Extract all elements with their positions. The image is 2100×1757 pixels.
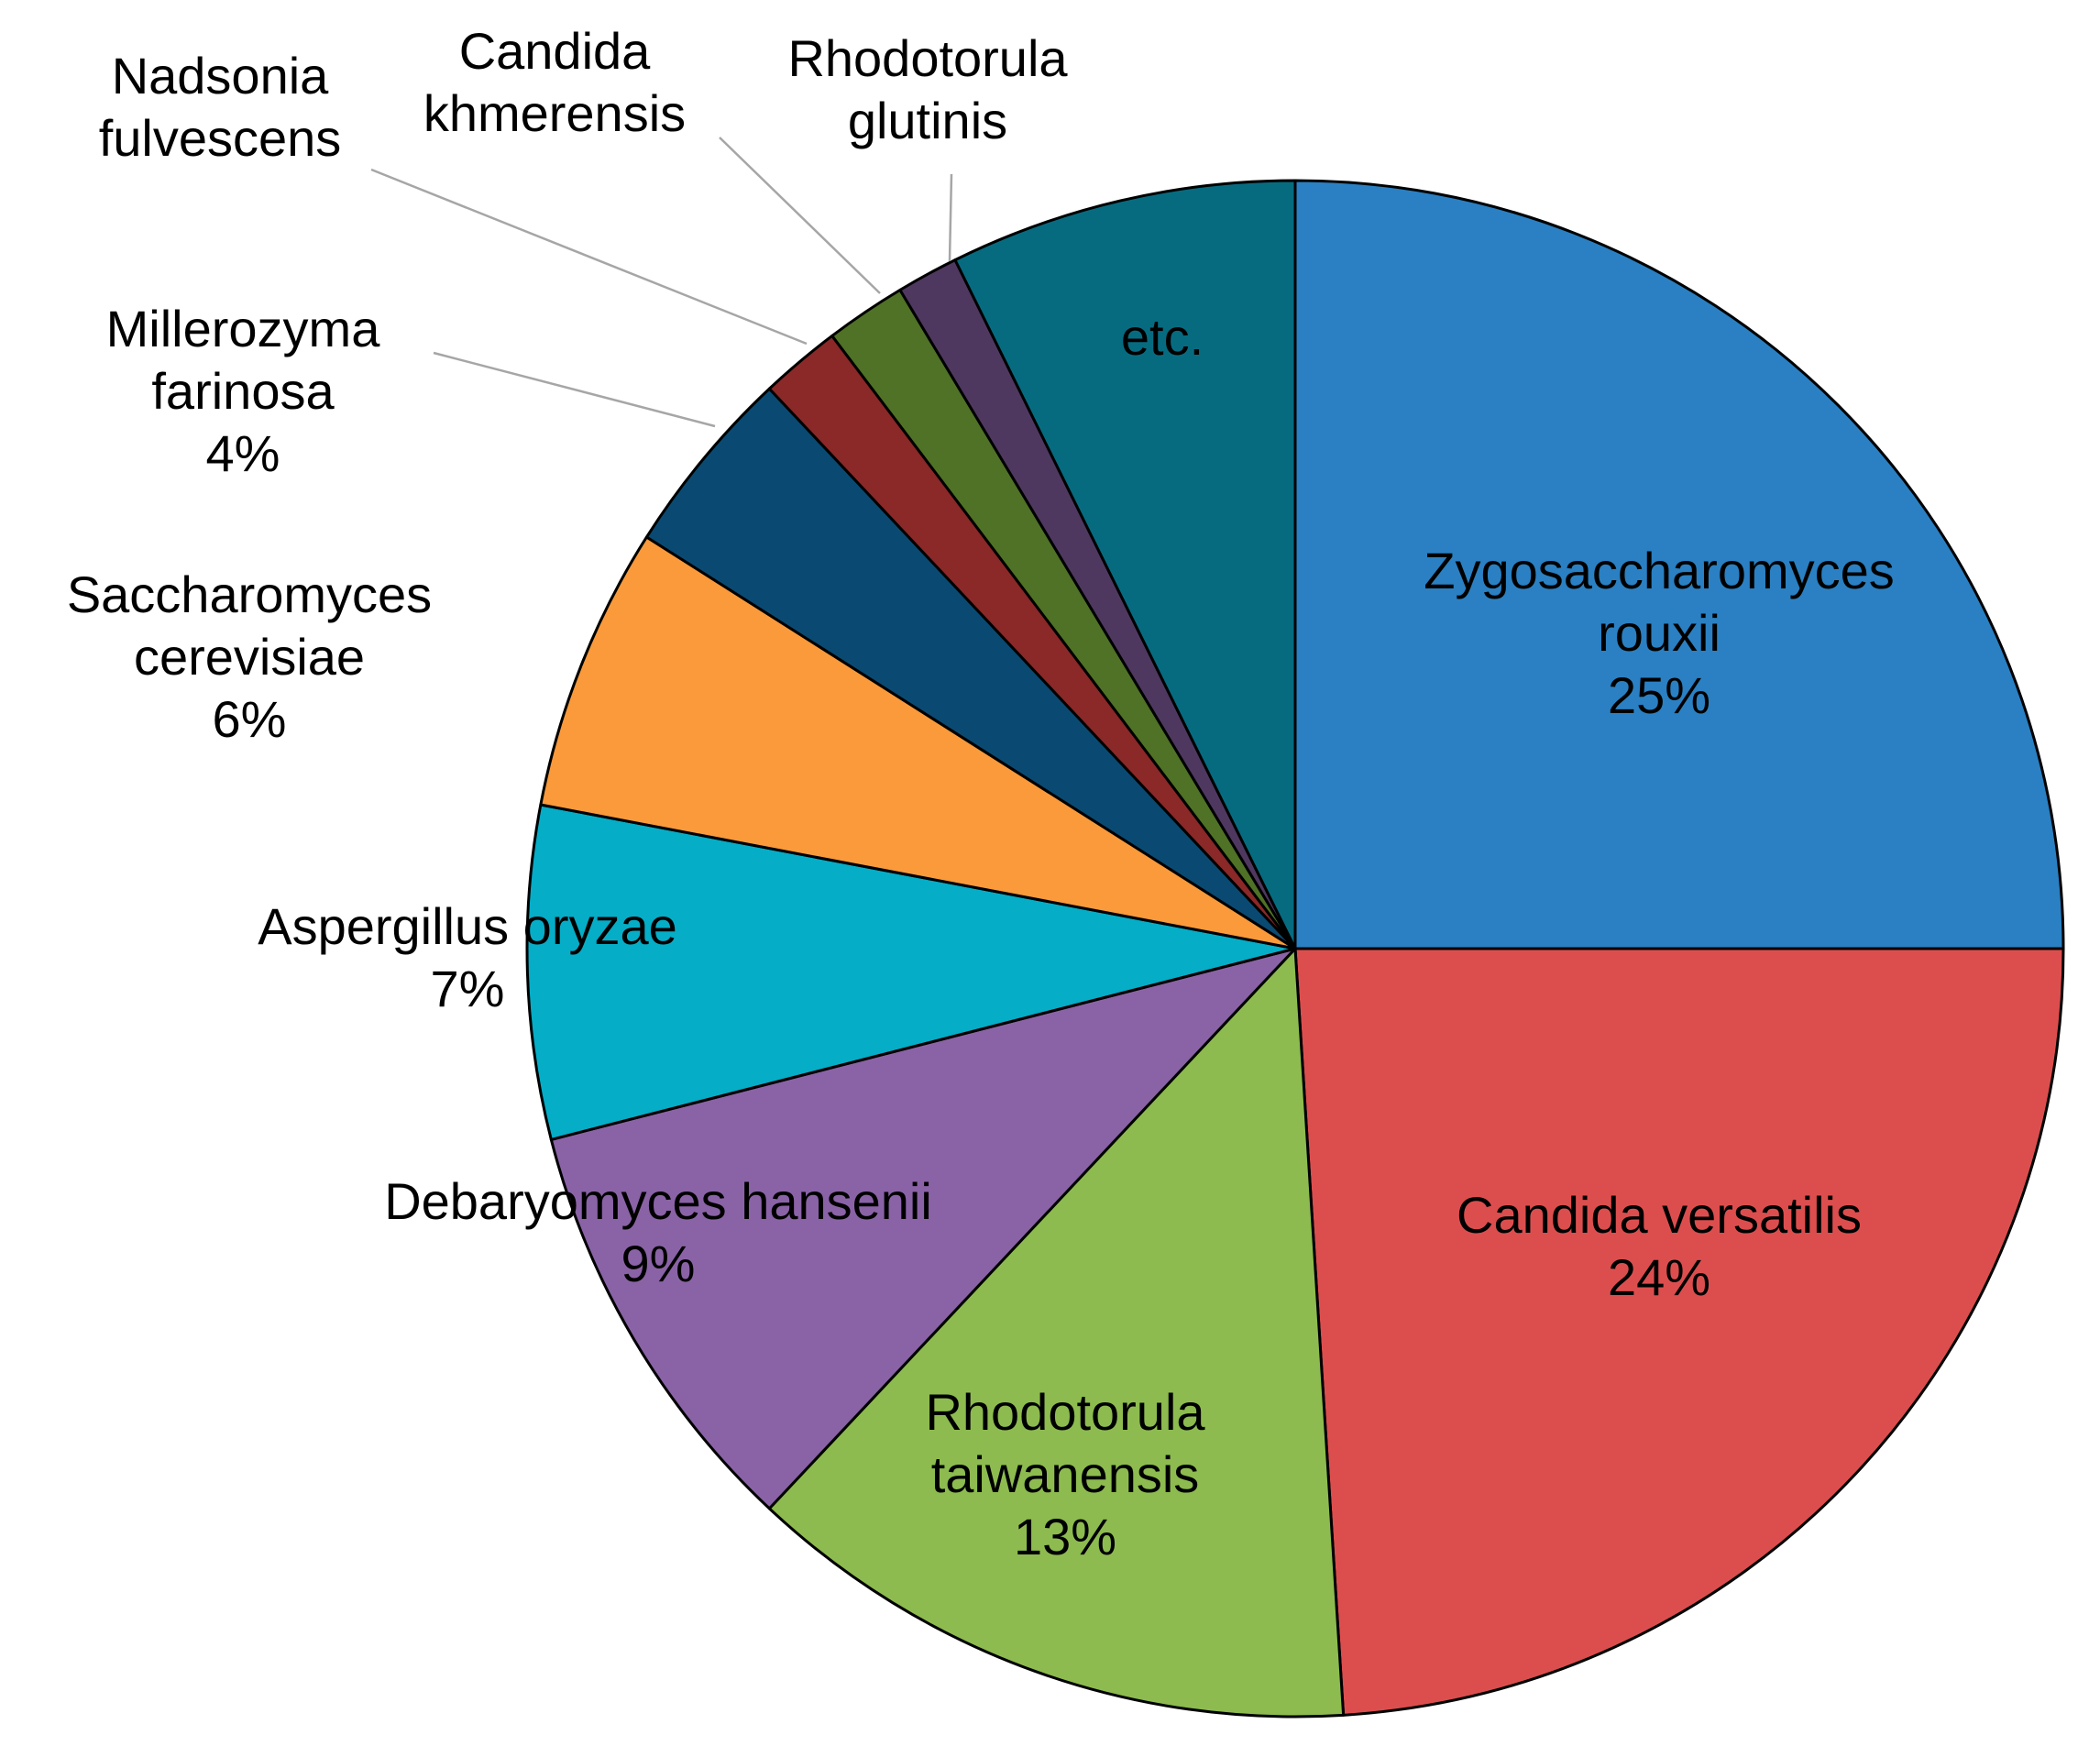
leader-line-nadsonia-fulvescens — [370, 168, 808, 346]
leader-line-candida-khmerensis — [719, 137, 881, 294]
slice-name-line: fulvescens — [99, 109, 342, 167]
slice-name-line: Aspergillus oryzae — [258, 897, 677, 955]
slice-label-debaryomyces-hansenii: Debaryomyces hansenii 9% — [384, 1172, 932, 1292]
slice-label-candida-khmerensis: Candida khmerensis — [423, 22, 686, 142]
slice-name-line: rouxii — [1598, 604, 1721, 662]
slice-label-rhodotorula-glutinis: Rhodotorula glutinis — [787, 29, 1068, 149]
pie-slice-rhodotorula-taiwanensis — [767, 947, 1346, 1719]
slice-name-line: Rhodotorula — [925, 1383, 1205, 1441]
slice-label-etc: etc. — [1121, 308, 1204, 366]
leader-lines — [370, 137, 953, 428]
slice-value-label: 4% — [206, 424, 280, 482]
slice-value-label: 24% — [1608, 1248, 1710, 1306]
leader-line-millerozyma-farinosa — [433, 351, 716, 428]
slice-label-aspergillus-oryzae: Aspergillus oryzae 7% — [258, 897, 677, 1017]
pie-slices — [525, 179, 2065, 1719]
slice-name-line: Rhodotorula — [787, 29, 1068, 87]
pie-slice-candida-versatilis — [1293, 947, 2065, 1717]
slice-name-line: taiwanensis — [931, 1445, 1200, 1503]
slice-name-line: cerevisiae — [134, 628, 365, 686]
slice-label-nadsonia-fulvescens: Nadsonia fulvescens — [99, 47, 342, 167]
slice-value-label: 25% — [1608, 666, 1710, 724]
slice-name-line: Debaryomyces hansenii — [384, 1172, 932, 1230]
slice-name-line: Candida — [459, 22, 651, 80]
slice-label-saccharomyces-cerevisiae: Saccharomyces cerevisiae 6% — [67, 566, 432, 748]
slice-name-line: Millerozyma — [106, 300, 381, 357]
slice-label-zygosaccharomyces-rouxii: Zygosaccharomyces rouxii 25% — [1424, 542, 1895, 724]
pie-slice-zygosaccharomyces-rouxii — [1293, 179, 2065, 950]
slice-name-line: glutinis — [848, 92, 1007, 149]
pie-slice-millerozyma-farinosa — [644, 387, 1297, 950]
slice-name-line: etc. — [1121, 308, 1204, 366]
pie-slice-debaryomyces-hansenii — [549, 947, 1297, 1510]
slice-name-line: Zygosaccharomyces — [1424, 542, 1895, 599]
slice-value-label: 7% — [431, 960, 505, 1017]
slice-value-label: 6% — [213, 690, 287, 748]
slice-label-rhodotorula-taiwanensis: Rhodotorula taiwanensis 13% — [925, 1383, 1205, 1565]
leader-line-rhodotorula-glutinis — [948, 173, 953, 262]
pie-slice-etc — [953, 179, 1297, 950]
slice-label-millerozyma-farinosa: Millerozyma farinosa 4% — [106, 300, 381, 482]
slice-name-line: Saccharomyces — [67, 566, 432, 623]
slice-labels: Zygosaccharomyces rouxii 25% Candida versat… — [67, 22, 1895, 1565]
pie-slice-saccharomyces-cerevisiae — [539, 535, 1297, 950]
slice-value-label: 9% — [621, 1235, 696, 1292]
slice-name-line: Candida versatilis — [1457, 1186, 1862, 1244]
slice-value-label: 13% — [1014, 1508, 1116, 1565]
pie-slice-aspergillus-oryzae — [525, 803, 1297, 1141]
slice-name-line: farinosa — [151, 362, 335, 420]
slice-name-line: khmerensis — [423, 84, 686, 142]
slice-name-line: Nadsonia — [112, 47, 329, 104]
slice-label-candida-versatilis: Candida versatilis 24% — [1457, 1186, 1862, 1306]
